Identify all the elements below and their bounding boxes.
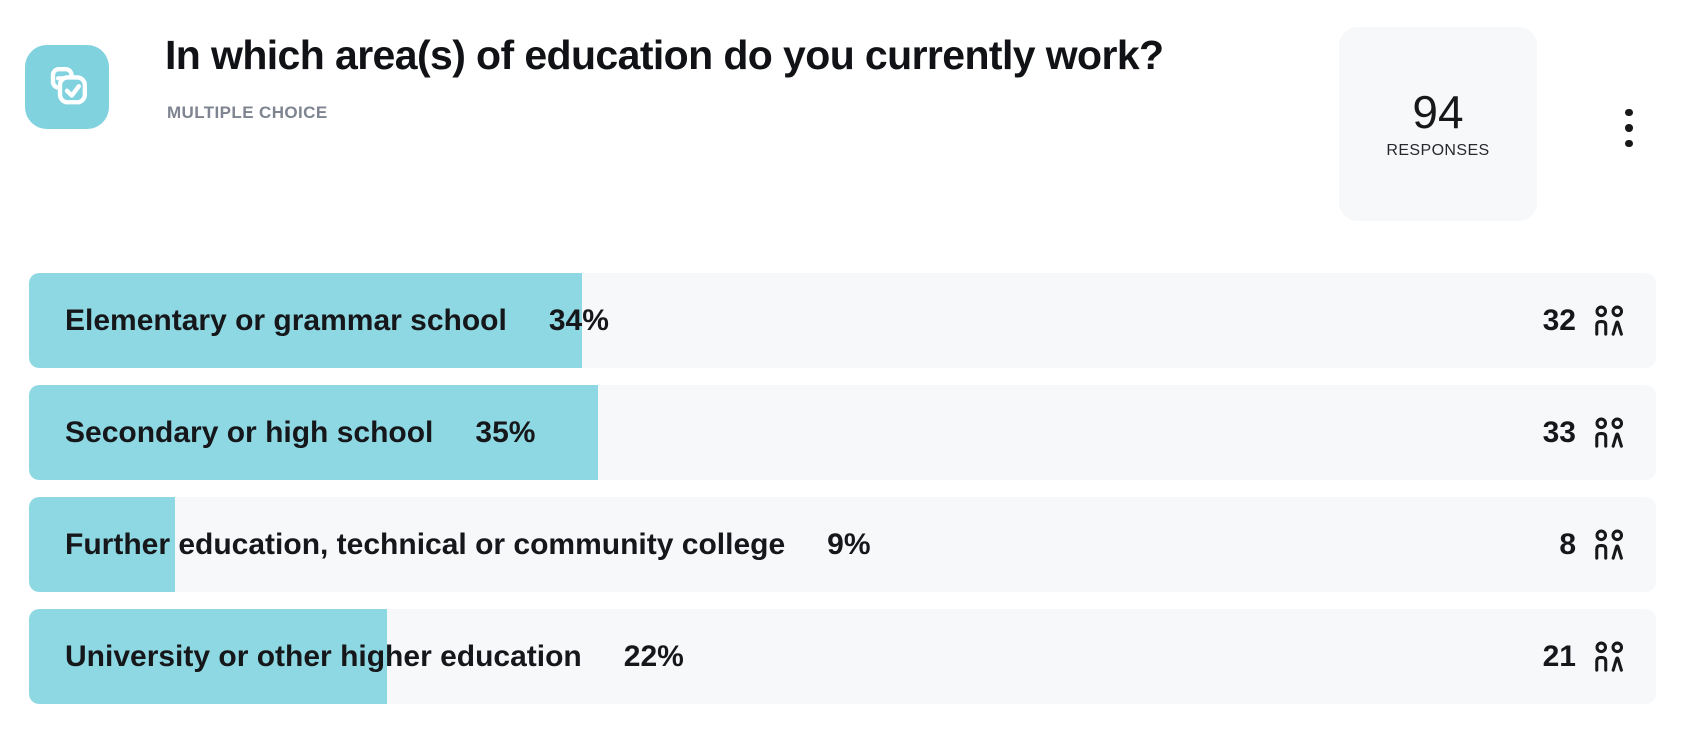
answer-row-content: Secondary or high school 35% 33 [29, 385, 1656, 480]
answer-label: University or other higher education [65, 639, 582, 673]
kebab-dot [1625, 124, 1633, 132]
answer-row: Elementary or grammar school 34% 32 [29, 273, 1656, 368]
answer-percent: 9% [827, 527, 871, 561]
answer-count: 8 [1559, 527, 1576, 561]
answer-bar-fill [29, 609, 387, 704]
kebab-dot [1625, 139, 1633, 148]
answer-label: Secondary or high school [65, 415, 434, 449]
answer-count: 32 [1542, 303, 1576, 337]
answer-row: University or other higher education 22%… [29, 609, 1656, 704]
multiple-choice-icon [25, 45, 109, 129]
answer-row: Further education, technical or communit… [29, 497, 1656, 592]
answer-label: Further education, technical or communit… [65, 527, 786, 561]
respondents-people-icon[interactable] [1593, 417, 1626, 448]
answer-percent: 34% [548, 303, 609, 337]
answer-percent: 35% [475, 415, 536, 449]
answer-label: Elementary or grammar school [65, 303, 507, 337]
kebab-dot [1625, 108, 1633, 117]
question-type-label: MULTIPLE CHOICE [167, 103, 328, 122]
answer-row: Secondary or high school 35% 33 [29, 385, 1656, 480]
kebab-menu-icon[interactable] [1605, 100, 1653, 156]
answer-percent: 22% [623, 639, 684, 673]
answer-row-content: University or other higher education 22%… [29, 609, 1656, 704]
answer-rows: Elementary or grammar school 34% 32 Seco… [29, 273, 1656, 721]
question-title: In which area(s) of education do you cur… [165, 32, 1164, 78]
respondents-people-icon[interactable] [1593, 641, 1626, 672]
answer-row-content: Elementary or grammar school 34% 32 [29, 273, 1656, 368]
answer-count: 21 [1542, 639, 1576, 673]
responses-label: RESPONSES [1386, 141, 1490, 159]
respondents-people-icon[interactable] [1593, 529, 1626, 560]
responses-summary: 94 RESPONSES [1339, 27, 1537, 221]
answer-bar-fill [29, 273, 583, 368]
answer-count: 33 [1542, 415, 1576, 449]
respondents-people-icon[interactable] [1593, 305, 1626, 336]
answer-row-content: Further education, technical or communit… [29, 497, 1656, 592]
answer-bar-fill [29, 497, 176, 592]
answer-bar-fill [29, 385, 599, 480]
responses-count: 94 [1412, 85, 1464, 138]
